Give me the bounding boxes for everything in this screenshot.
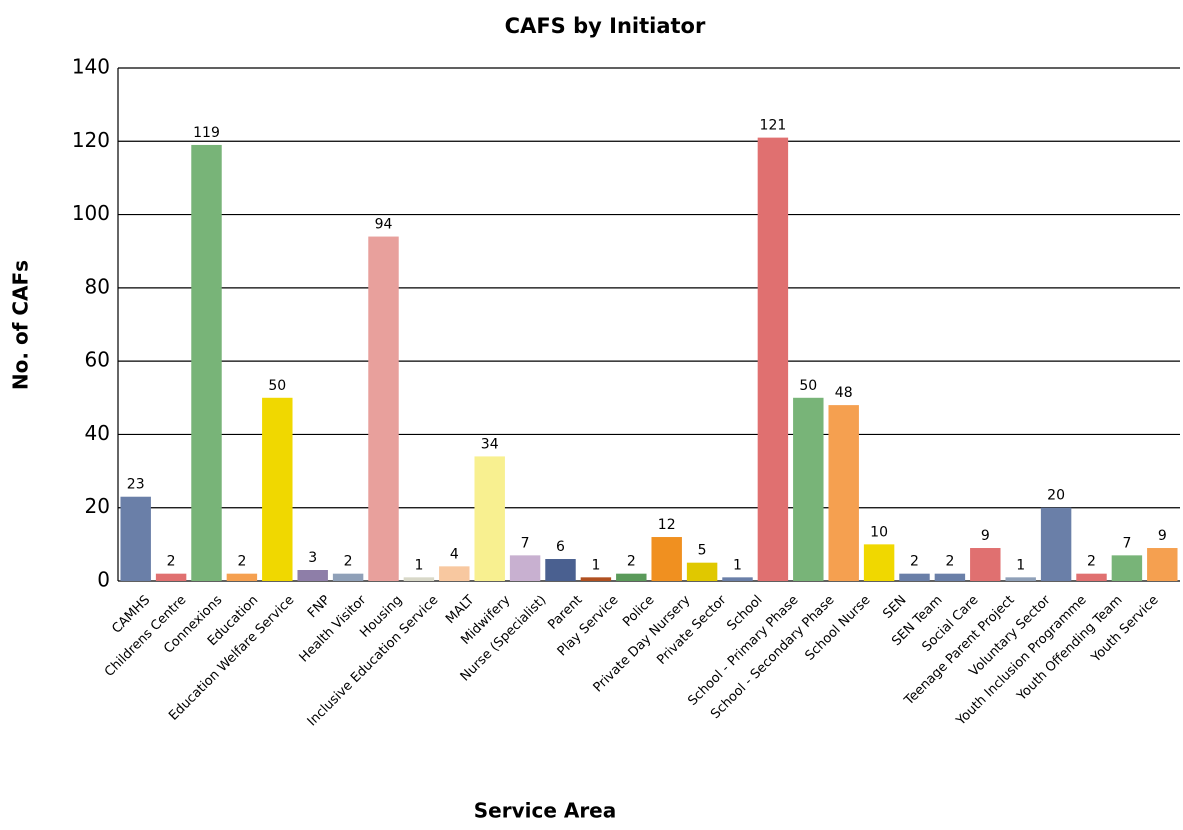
- bar: [439, 566, 470, 581]
- value-label: 1: [591, 557, 600, 573]
- value-label: 3: [308, 550, 317, 566]
- value-label: 2: [1087, 554, 1096, 570]
- value-label: 5: [698, 543, 707, 559]
- value-label: 7: [1122, 535, 1131, 551]
- bar: [155, 573, 187, 581]
- value-label: 12: [658, 517, 676, 533]
- value-label: 2: [945, 554, 954, 570]
- y-tick-label: 120: [72, 128, 110, 152]
- bar: [1076, 573, 1107, 581]
- value-label: 9: [981, 528, 990, 544]
- x-tick-label: School Nurse: [803, 593, 874, 664]
- bar: [580, 577, 612, 581]
- bar: [828, 405, 859, 581]
- bar: [686, 562, 718, 581]
- value-label: 121: [760, 118, 787, 134]
- bar: [722, 577, 753, 581]
- value-label: 10: [870, 524, 888, 540]
- value-label: 2: [910, 554, 919, 570]
- bar: [545, 559, 576, 581]
- bar: [120, 496, 151, 581]
- value-label: 6: [556, 539, 565, 555]
- y-tick-label: 20: [85, 494, 110, 518]
- value-label: 23: [127, 477, 145, 493]
- y-tick-label: 80: [85, 274, 110, 298]
- bar: [368, 236, 399, 582]
- bar: [1147, 548, 1178, 581]
- bar: [191, 144, 222, 581]
- value-label: 4: [450, 546, 459, 562]
- bar: [509, 555, 541, 581]
- y-tick-label: 100: [72, 201, 110, 225]
- bar: [474, 456, 505, 581]
- value-label: 20: [1047, 488, 1065, 504]
- bar: [1040, 507, 1072, 581]
- bar: [863, 544, 895, 581]
- y-tick-label: 60: [85, 348, 110, 372]
- bar: [934, 573, 966, 581]
- x-tick-label: FNP: [305, 593, 333, 621]
- value-label: 50: [268, 378, 286, 394]
- y-tick-label: 0: [97, 568, 110, 592]
- y-axis-label: No. of CAFs: [9, 260, 33, 390]
- bar: [970, 548, 1001, 581]
- bar: [757, 137, 789, 581]
- bar: [1005, 577, 1036, 581]
- value-label: 48: [835, 385, 853, 401]
- value-label: 119: [193, 125, 220, 141]
- y-tick-label: 140: [72, 55, 110, 79]
- value-label: 1: [414, 557, 423, 573]
- value-label: 94: [375, 217, 393, 233]
- value-label: 2: [344, 554, 353, 570]
- value-label: 34: [481, 436, 499, 452]
- value-label: 1: [1016, 557, 1025, 573]
- bar: [403, 577, 435, 581]
- bar: [226, 573, 258, 581]
- bar: [793, 397, 824, 581]
- y-tick-label: 40: [85, 421, 110, 445]
- value-label: 1: [733, 557, 742, 573]
- value-label: 2: [167, 554, 176, 570]
- chart-title: CAFS by Initiator: [505, 14, 706, 38]
- bar: [651, 537, 682, 581]
- x-axis-label: Service Area: [474, 799, 617, 823]
- value-label: 7: [521, 535, 530, 551]
- bar: [899, 573, 930, 581]
- value-label: 2: [237, 554, 246, 570]
- bar: [616, 573, 647, 581]
- value-label: 9: [1158, 528, 1167, 544]
- bar: [297, 570, 328, 581]
- value-label: 2: [627, 554, 636, 570]
- bar: [262, 397, 293, 581]
- bar: [332, 573, 364, 581]
- bar: [1111, 555, 1143, 581]
- x-tick-label: SEN: [880, 593, 909, 622]
- value-label: 50: [799, 378, 817, 394]
